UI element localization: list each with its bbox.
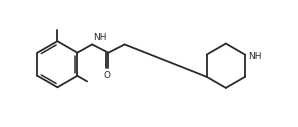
Text: O: O (104, 71, 111, 80)
Text: NH: NH (93, 33, 107, 42)
Text: NH: NH (249, 52, 262, 61)
